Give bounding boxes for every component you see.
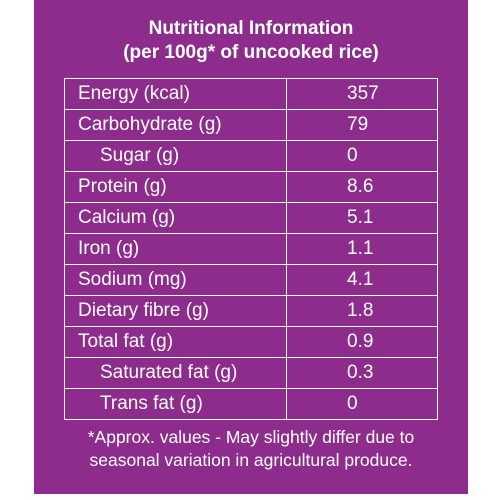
nutrient-row: Sodium (mg) 4.1 [64,264,438,296]
nutrient-value: 357 [286,78,438,110]
nutrition-table-body: Energy (kcal) 357 Carbohydrate (g) 79 Sugar … [64,78,438,420]
footnote-line-2: seasonal variation in agricultural produ… [89,450,413,470]
nutrient-value: 0 [286,388,438,420]
nutrient-value: 0.9 [286,326,438,358]
nutrient-row: Iron (g) 1.1 [64,233,438,265]
nutrient-label: Sodium (mg) [64,264,287,296]
footnote-line-1: *Approx. values - May slightly differ du… [87,427,415,447]
nutrient-value: 8.6 [286,171,438,203]
nutrient-label: Iron (g) [64,233,287,265]
nutrient-label: Energy (kcal) [64,78,287,110]
nutrient-row: Saturated fat (g) 0.3 [64,357,438,389]
nutrient-value: 0.3 [286,357,438,389]
nutrient-row: Sugar (g) 0 [64,140,438,172]
title-line-2: (per 100g* of uncooked rice) [123,42,379,63]
nutrient-label: Trans fat (g) [64,388,287,420]
nutrient-row: Energy (kcal) 357 [64,78,438,110]
nutrient-row: Total fat (g) 0.9 [64,326,438,358]
nutrient-value: 1.1 [286,233,438,265]
nutrient-value: 79 [286,109,438,141]
nutrition-title: Nutritional Information (per 100g* of un… [34,0,468,65]
nutrition-table: Energy (kcal) 357 Carbohydrate (g) 79 Sugar … [64,78,438,420]
title-line-1: Nutritional Information [148,18,354,39]
nutrient-row: Calcium (g) 5.1 [64,202,438,234]
nutrient-label: Calcium (g) [64,202,287,234]
nutrient-value: 1.8 [286,295,438,327]
nutrient-label: Total fat (g) [64,326,287,358]
nutrient-label: Dietary fibre (g) [64,295,287,327]
nutrient-label: Sugar (g) [64,140,287,172]
nutrient-row: Protein (g) 8.6 [64,171,438,203]
nutrient-row: Dietary fibre (g) 1.8 [64,295,438,327]
footnote: *Approx. values - May slightly differ du… [34,426,468,472]
nutrient-value: 0 [286,140,438,172]
nutrient-row: Trans fat (g) 0 [64,388,438,420]
nutrient-label: Carbohydrate (g) [64,109,287,141]
nutrient-label: Protein (g) [64,171,287,203]
nutrient-row: Carbohydrate (g) 79 [64,109,438,141]
nutrient-value: 4.1 [286,264,438,296]
nutrient-value: 5.1 [286,202,438,234]
nutrient-label: Saturated fat (g) [64,357,287,389]
nutrition-panel: Nutritional Information (per 100g* of un… [34,0,468,494]
